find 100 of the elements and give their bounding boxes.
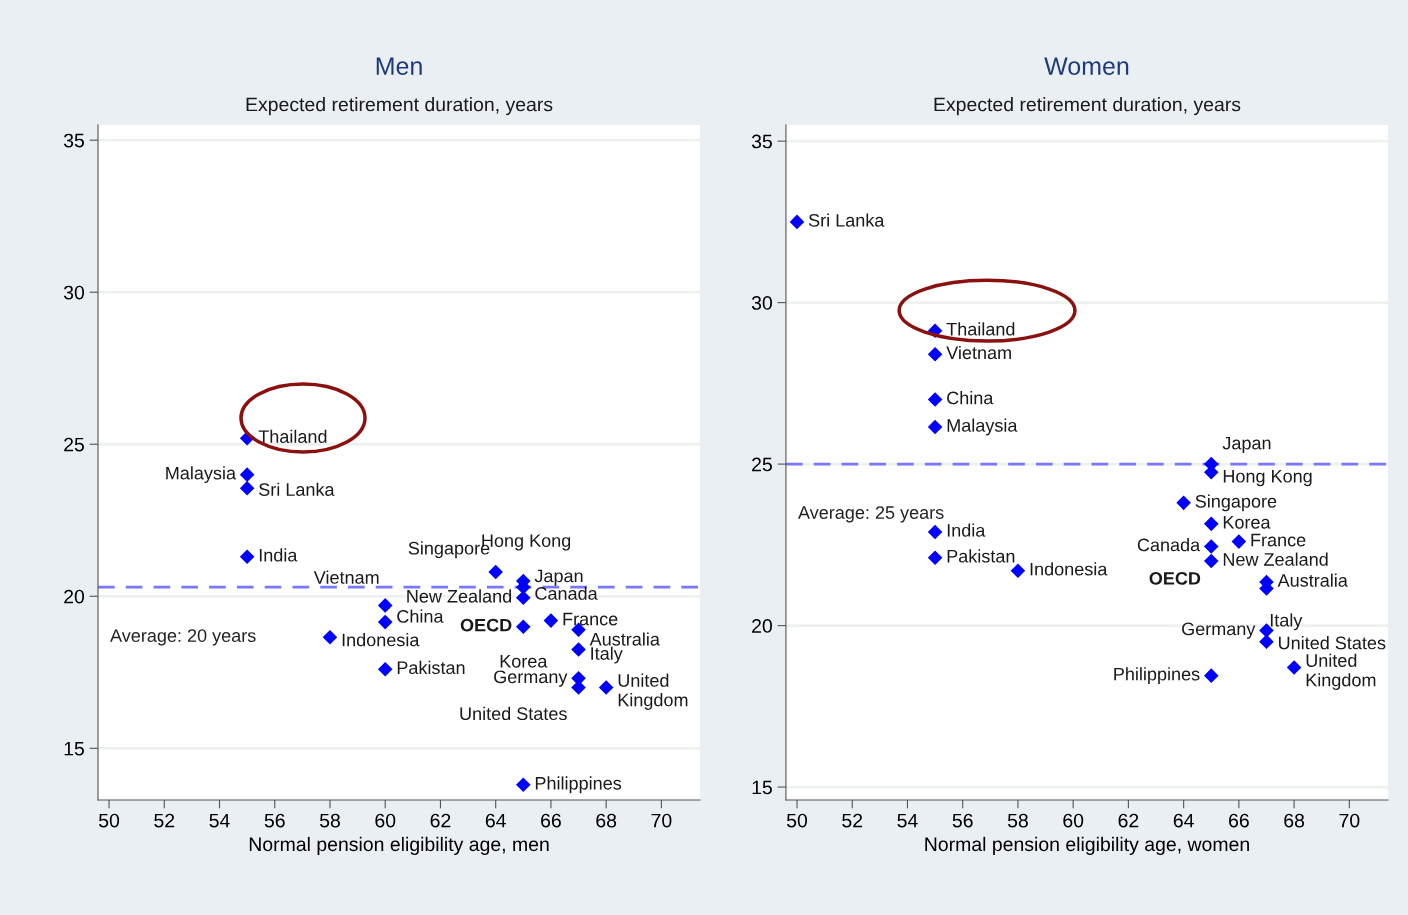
annotation: Sri Lanka bbox=[808, 213, 885, 227]
x-tick-label: 54 bbox=[897, 813, 918, 828]
annotation: Indonesia bbox=[342, 633, 420, 647]
point bbox=[322, 630, 338, 645]
y-tick-label: 35 bbox=[63, 133, 84, 148]
point bbox=[1203, 553, 1219, 569]
point bbox=[1176, 495, 1191, 511]
annotation: United Kingdom bbox=[1306, 653, 1376, 690]
x-tick-label: 70 bbox=[651, 813, 672, 828]
point bbox=[927, 419, 943, 435]
y-tick-label: 25 bbox=[752, 457, 772, 472]
annotation: Italy bbox=[591, 646, 623, 664]
point bbox=[516, 619, 531, 634]
annotation: India bbox=[947, 523, 986, 537]
point bbox=[239, 467, 255, 482]
x-tick-label: 62 bbox=[1118, 813, 1139, 828]
point bbox=[377, 614, 393, 630]
annotation: United States bbox=[460, 706, 567, 721]
annotation: United Kingdom bbox=[618, 673, 688, 710]
annotation: Canada bbox=[1137, 538, 1201, 552]
point bbox=[927, 524, 943, 540]
annotation: China bbox=[397, 609, 444, 623]
x-tick-label: 54 bbox=[209, 813, 230, 828]
x-axis-title: Normal pension eligibility age, men bbox=[249, 836, 549, 855]
x-tick-label: 62 bbox=[430, 813, 451, 828]
x-tick-label: 70 bbox=[1339, 813, 1360, 828]
ref-line-label: Average: 20 years bbox=[110, 629, 256, 646]
chart-subtitle: Expected retirement duration, years bbox=[934, 97, 1241, 116]
point bbox=[1203, 539, 1219, 554]
annotation: New Zealand bbox=[407, 589, 512, 603]
annotation: Hong Kong bbox=[1223, 469, 1312, 487]
point bbox=[488, 564, 503, 580]
point bbox=[516, 590, 531, 606]
annotation: Pakistan bbox=[947, 549, 1015, 563]
chart-subtitle: Expected retirement duration, years bbox=[246, 97, 553, 116]
annotation: Indonesia bbox=[1030, 562, 1108, 576]
y-tick-label: 15 bbox=[752, 780, 772, 795]
annotation: OECD bbox=[1149, 572, 1201, 585]
annotation: Malaysia bbox=[166, 466, 237, 484]
annotation: Germany bbox=[494, 670, 568, 687]
x-tick-label: 58 bbox=[319, 813, 340, 828]
annotation: Vietnam bbox=[313, 570, 379, 584]
annotation: China bbox=[947, 391, 994, 405]
y-tick-label: 15 bbox=[64, 741, 84, 756]
annotation: Thailand bbox=[258, 429, 327, 444]
annotation: Pakistan bbox=[397, 660, 465, 675]
point bbox=[927, 550, 943, 566]
annotation: Malaysia bbox=[947, 418, 1018, 436]
point bbox=[1203, 668, 1219, 683]
chart-title: Men bbox=[376, 57, 422, 75]
annotation: Philippines bbox=[535, 776, 622, 794]
annotation: France bbox=[563, 612, 618, 626]
y-tick-label: 20 bbox=[64, 589, 85, 604]
point bbox=[571, 642, 586, 657]
point bbox=[1259, 634, 1274, 650]
point bbox=[1203, 516, 1219, 532]
x-tick-label: 68 bbox=[596, 813, 617, 828]
point bbox=[1010, 563, 1026, 578]
annotation: OECD bbox=[460, 618, 512, 632]
point bbox=[516, 777, 531, 793]
x-axis-title: Normal pension eligibility age, women bbox=[925, 836, 1249, 855]
annotation: India bbox=[259, 548, 298, 562]
point bbox=[1286, 660, 1302, 675]
y-tick-label: 25 bbox=[64, 437, 84, 452]
point bbox=[543, 613, 559, 628]
annotation: Sri Lanka bbox=[259, 482, 335, 496]
ref-line-label: Average: 25 years bbox=[798, 506, 944, 523]
x-tick-label: 64 bbox=[1173, 813, 1194, 828]
annotation: United States bbox=[1278, 636, 1386, 650]
annotation: Australia bbox=[1277, 573, 1348, 587]
x-tick-label: 60 bbox=[1063, 813, 1084, 828]
point bbox=[927, 347, 943, 362]
annotation: Vietnam bbox=[946, 345, 1011, 360]
point bbox=[598, 680, 614, 695]
point bbox=[789, 214, 805, 230]
point bbox=[377, 598, 393, 613]
annotation: Korea bbox=[500, 655, 548, 668]
annotation: Philippines bbox=[1114, 667, 1200, 685]
annotation: Australia bbox=[589, 632, 660, 646]
annotation: New Zealand bbox=[1223, 552, 1328, 566]
annotation: Korea bbox=[1223, 516, 1271, 529]
y-tick-label: 35 bbox=[751, 134, 772, 149]
y-tick-label: 30 bbox=[63, 285, 85, 300]
x-tick-label: 66 bbox=[541, 813, 561, 828]
annotation: France bbox=[1251, 533, 1306, 547]
x-tick-label: 56 bbox=[264, 813, 285, 828]
annotation: Singapore bbox=[1195, 494, 1277, 512]
x-tick-label: 58 bbox=[1007, 813, 1028, 828]
x-tick-label: 60 bbox=[375, 813, 396, 828]
y-tick-label: 30 bbox=[751, 296, 772, 310]
annotation: Japan bbox=[534, 569, 583, 586]
x-tick-label: 64 bbox=[485, 813, 506, 828]
annotation: Canada bbox=[535, 586, 598, 600]
point bbox=[1231, 534, 1247, 549]
x-tick-label: 50 bbox=[99, 813, 120, 828]
annotation: Italy bbox=[1270, 613, 1303, 631]
annotation: Germany bbox=[1182, 622, 1256, 639]
y-tick-label: 20 bbox=[752, 619, 772, 633]
x-tick-label: 52 bbox=[154, 813, 175, 828]
annotation: Japan bbox=[1222, 436, 1271, 454]
